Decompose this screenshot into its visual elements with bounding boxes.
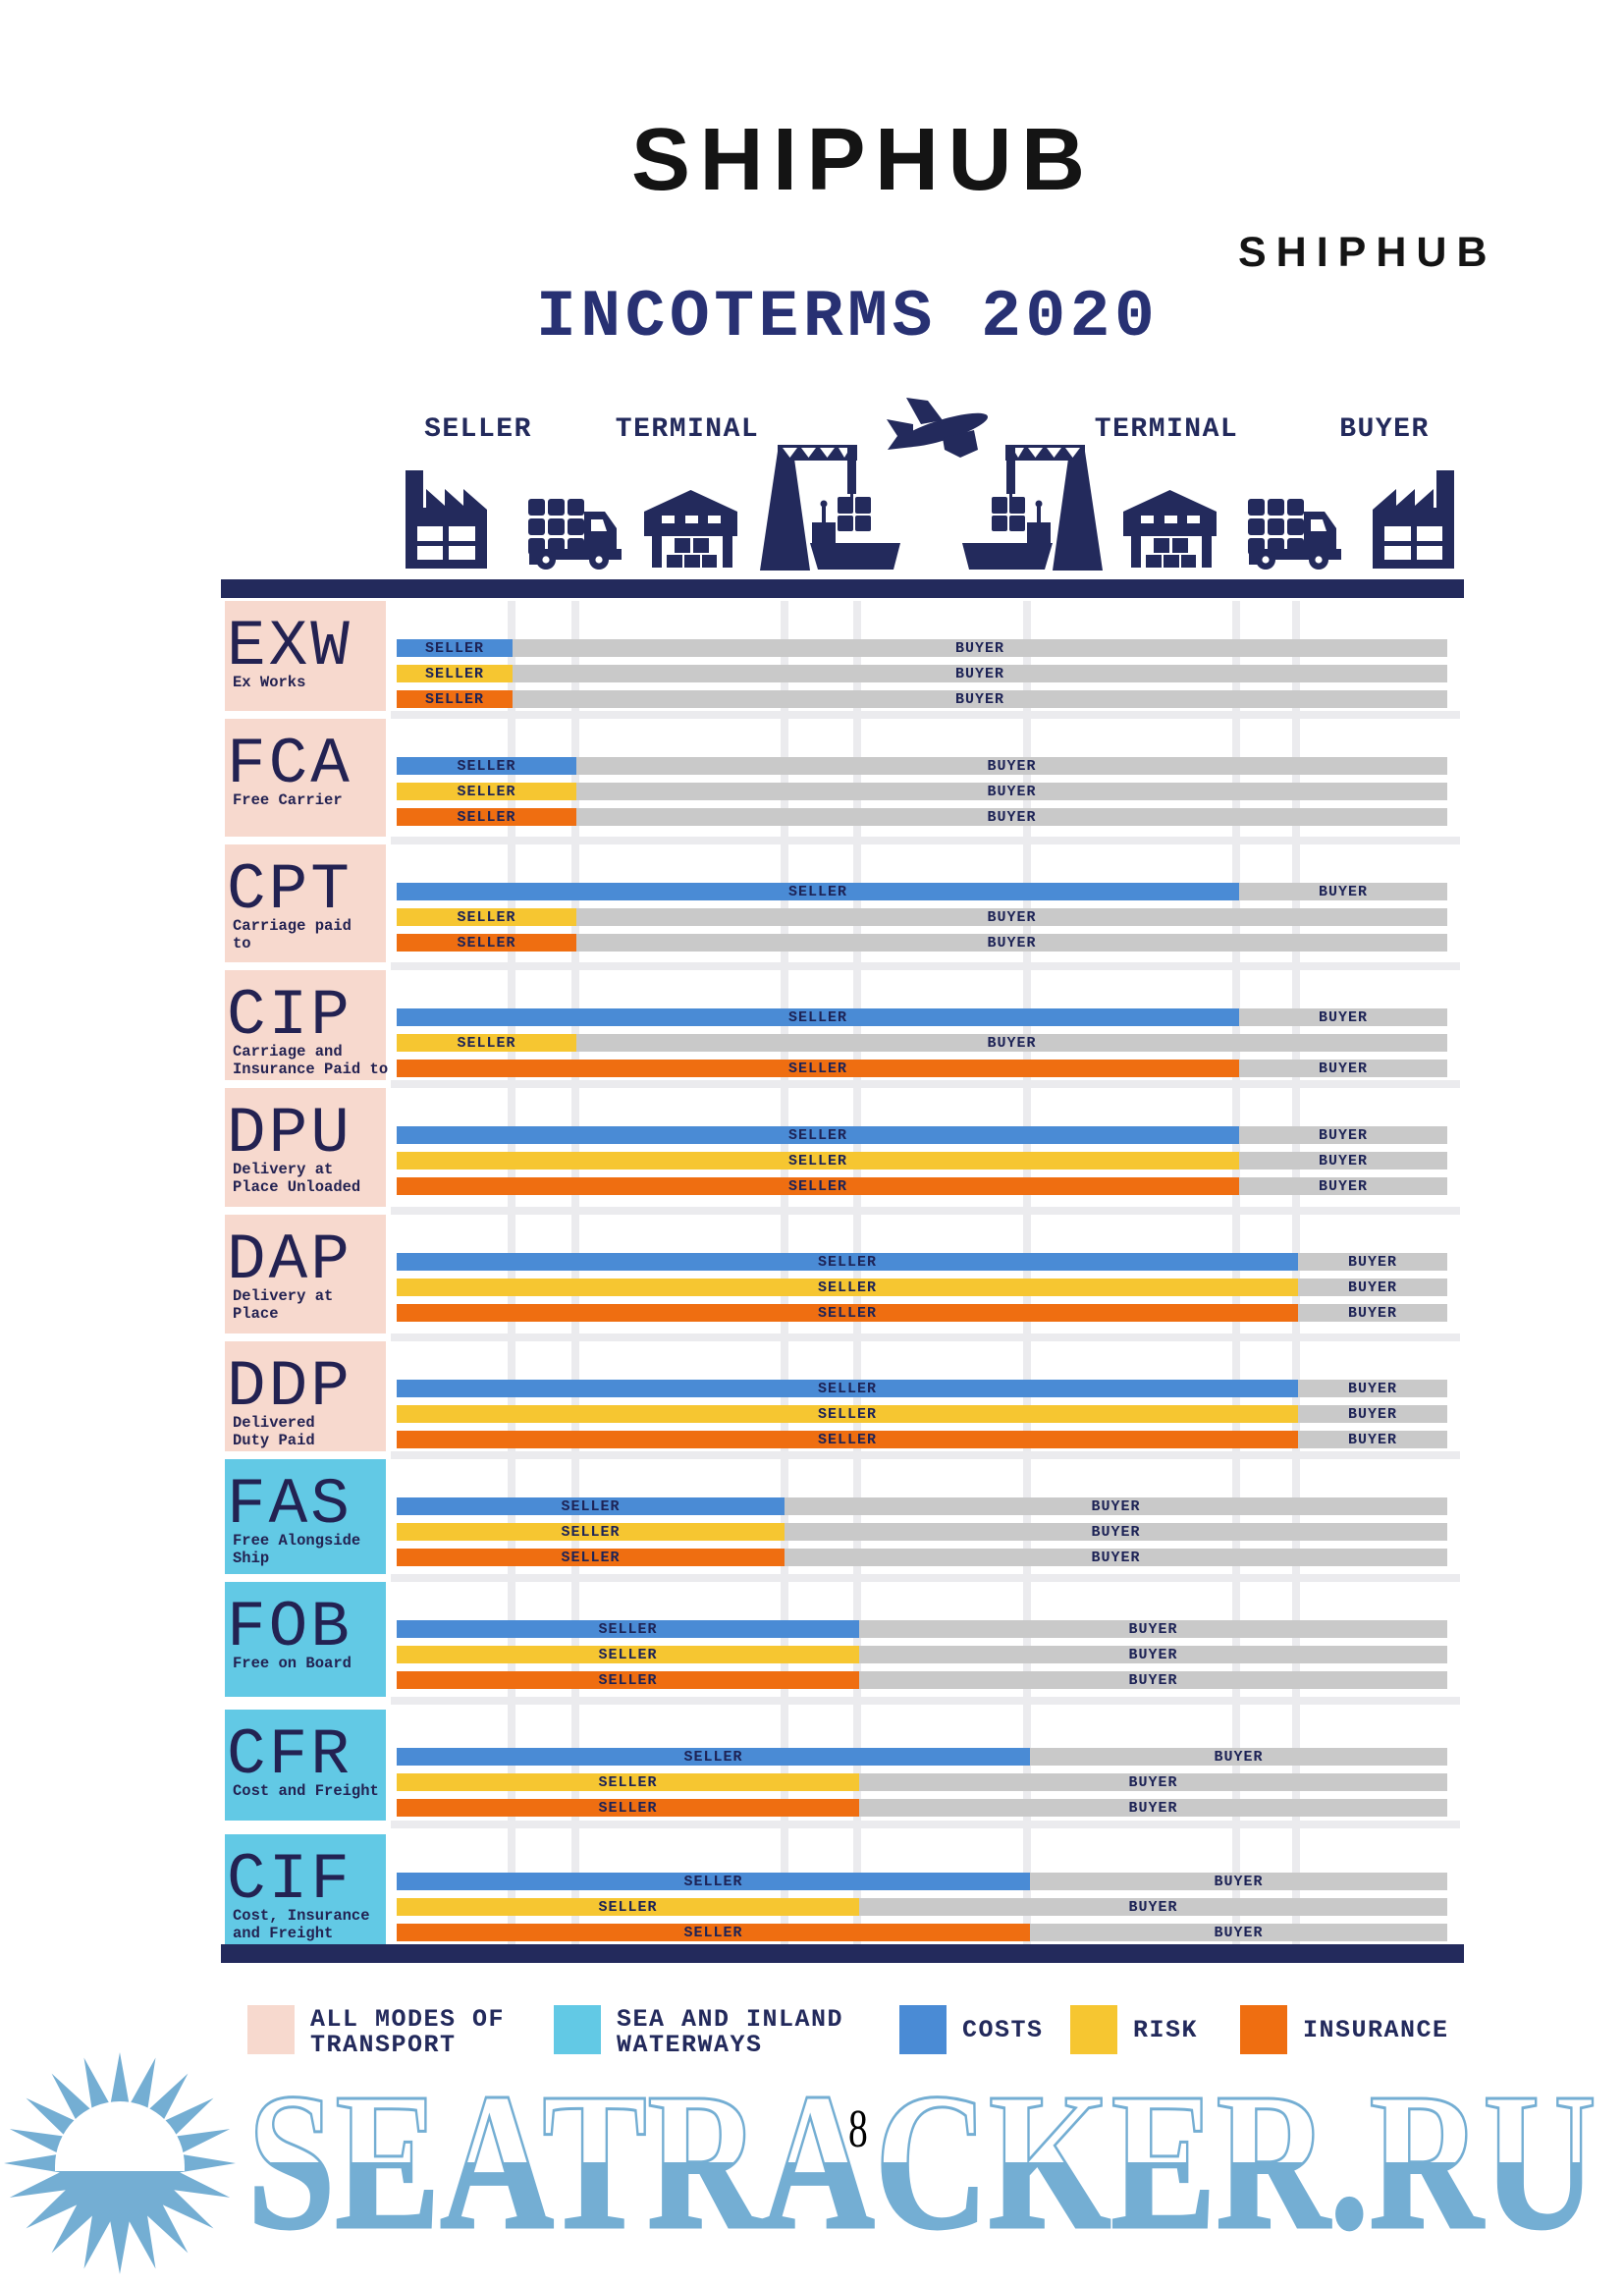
svg-text:SEATRACKER.RU: SEATRACKER.RU bbox=[247, 2053, 1597, 2270]
